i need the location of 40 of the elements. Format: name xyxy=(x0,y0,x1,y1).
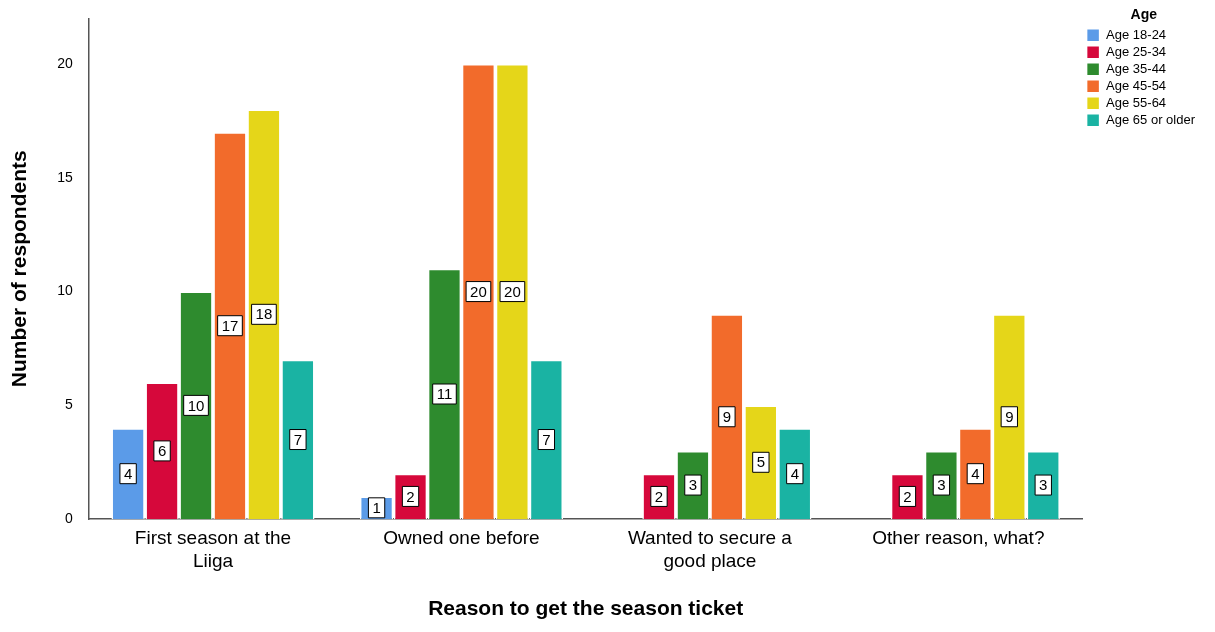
data-label: 2 xyxy=(903,487,912,505)
y-tick-label: 10 xyxy=(57,282,73,299)
legend-label: Age 25-34 xyxy=(1106,43,1167,59)
data-label: 20 xyxy=(504,282,521,300)
data-label: 20 xyxy=(470,282,487,300)
legend-label: Age 65 or older xyxy=(1106,111,1196,127)
legend-label: Age 35-44 xyxy=(1106,60,1167,76)
data-label: 9 xyxy=(1005,407,1014,425)
x-axis-title: Reason to get the season ticket xyxy=(428,596,744,620)
data-label: 7 xyxy=(542,430,551,448)
x-tick-label: Owned one before xyxy=(383,526,540,548)
data-label: 17 xyxy=(221,316,239,334)
y-axis-title: Number of respondents xyxy=(7,150,31,388)
data-label: 2 xyxy=(654,487,664,505)
x-tick-label: Wanted to secure a good place xyxy=(627,526,793,571)
data-label: 3 xyxy=(688,476,698,494)
legend-label: Age 45-54 xyxy=(1106,77,1167,93)
data-label: 11 xyxy=(436,385,453,403)
data-label: 10 xyxy=(187,396,205,414)
x-tick-label: Other reason, what? xyxy=(872,526,1045,548)
data-label: 4 xyxy=(971,464,980,482)
y-tick-label: 5 xyxy=(64,396,73,413)
data-label: 5 xyxy=(756,453,766,471)
data-label: 2 xyxy=(406,487,415,505)
data-label: 4 xyxy=(790,464,799,482)
y-tick-label: 15 xyxy=(57,168,73,185)
data-label: 3 xyxy=(1039,476,1048,494)
x-tick-label: First season at the Liiga xyxy=(134,526,292,571)
y-tick-label: 20 xyxy=(57,54,73,71)
data-label: 18 xyxy=(255,305,273,323)
data-label: 4 xyxy=(123,464,133,482)
data-label: 7 xyxy=(293,430,303,448)
data-label: 6 xyxy=(157,442,167,460)
data-label: 9 xyxy=(722,407,732,425)
legend-title: Age xyxy=(1130,5,1158,22)
legend-label: Age 55-64 xyxy=(1106,94,1167,110)
data-label: 3 xyxy=(937,476,946,494)
y-tick-label: 0 xyxy=(64,510,73,527)
legend-label: Age 18-24 xyxy=(1106,26,1167,42)
data-label: 1 xyxy=(372,498,381,516)
